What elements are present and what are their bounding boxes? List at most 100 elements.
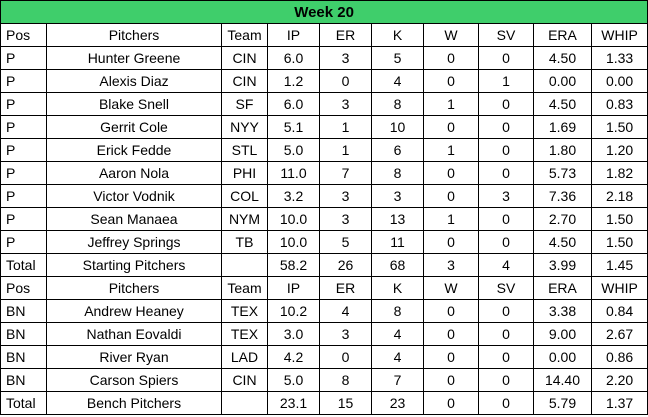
header-pos: Pos <box>0 23 47 47</box>
cell-k: 3 <box>371 184 424 208</box>
table-row: P Victor Vodnik COL 3.2 3 3 0 3 7.36 2.18 <box>0 184 648 208</box>
cell-k: 5 <box>371 46 424 70</box>
header-er: ER <box>319 276 372 300</box>
cell-w: 1 <box>423 207 479 231</box>
cell-k: 7 <box>371 368 424 392</box>
cell-k: 8 <box>371 161 424 185</box>
total-k: 23 <box>371 391 424 415</box>
table-row: BN Nathan Eovaldi TEX 3.0 3 4 0 0 9.00 2.67 <box>0 322 648 346</box>
total-pitcher: Starting Pitchers <box>46 253 222 277</box>
cell-er: 8 <box>319 368 372 392</box>
header-era: ERA <box>533 23 592 47</box>
cell-team: LAD <box>221 345 268 369</box>
cell-whip: 1.50 <box>590 207 648 231</box>
cell-pos: BN <box>0 322 47 346</box>
cell-sv: 0 <box>478 207 534 231</box>
cell-ip: 4.2 <box>267 345 320 369</box>
cell-w: 0 <box>423 299 479 323</box>
cell-era: 5.73 <box>533 161 592 185</box>
total-era: 3.99 <box>533 253 592 277</box>
cell-w: 0 <box>423 230 479 254</box>
cell-era: 0.00 <box>533 69 592 93</box>
cell-pitcher: Nathan Eovaldi <box>46 322 222 346</box>
cell-w: 0 <box>423 368 479 392</box>
cell-team: TEX <box>221 299 268 323</box>
total-ip: 58.2 <box>267 253 320 277</box>
header-ip: IP <box>267 276 320 300</box>
cell-pitcher: Gerrit Cole <box>46 115 222 139</box>
header-team: Team <box>221 276 268 300</box>
cell-k: 4 <box>371 345 424 369</box>
cell-team: CIN <box>221 69 268 93</box>
cell-pitcher: Victor Vodnik <box>46 184 222 208</box>
cell-er: 1 <box>319 115 372 139</box>
cell-er: 3 <box>319 322 372 346</box>
total-whip: 1.45 <box>590 253 648 277</box>
cell-er: 4 <box>319 299 372 323</box>
cell-sv: 0 <box>478 230 534 254</box>
table-row: P Sean Manaea NYM 10.0 3 13 1 0 2.70 1.50 <box>0 207 648 231</box>
cell-pitcher: Andrew Heaney <box>46 299 222 323</box>
cell-k: 4 <box>371 69 424 93</box>
total-team <box>221 253 268 277</box>
header-pitcher: Pitchers <box>46 23 222 47</box>
cell-sv: 0 <box>478 115 534 139</box>
cell-team: COL <box>221 184 268 208</box>
cell-pitcher: Erick Fedde <box>46 138 222 162</box>
cell-whip: 0.00 <box>590 69 648 93</box>
header-whip: WHIP <box>590 276 648 300</box>
cell-sv: 0 <box>478 322 534 346</box>
header-er: ER <box>319 23 372 47</box>
cell-ip: 10.0 <box>267 207 320 231</box>
cell-pos: P <box>0 138 47 162</box>
cell-team: NYY <box>221 115 268 139</box>
cell-er: 1 <box>319 138 372 162</box>
total-w: 0 <box>423 391 479 415</box>
cell-pos: P <box>0 207 47 231</box>
cell-whip: 1.33 <box>590 46 648 70</box>
header-pos: Pos <box>0 276 47 300</box>
cell-k: 4 <box>371 322 424 346</box>
cell-w: 0 <box>423 322 479 346</box>
cell-k: 13 <box>371 207 424 231</box>
cell-w: 0 <box>423 115 479 139</box>
cell-whip: 2.18 <box>590 184 648 208</box>
cell-whip: 2.67 <box>590 322 648 346</box>
cell-team: NYM <box>221 207 268 231</box>
cell-pitcher: Sean Manaea <box>46 207 222 231</box>
cell-sv: 0 <box>478 368 534 392</box>
cell-whip: 1.20 <box>590 138 648 162</box>
cell-w: 0 <box>423 46 479 70</box>
cell-w: 1 <box>423 138 479 162</box>
cell-ip: 11.0 <box>267 161 320 185</box>
cell-era: 2.70 <box>533 207 592 231</box>
cell-pos: P <box>0 46 47 70</box>
cell-era: 9.00 <box>533 322 592 346</box>
cell-ip: 10.0 <box>267 230 320 254</box>
cell-pitcher: Hunter Greene <box>46 46 222 70</box>
total-pos: Total <box>0 391 47 415</box>
table-row: P Jeffrey Springs TB 10.0 5 11 0 0 4.50 1.50 <box>0 230 648 254</box>
cell-ip: 3.0 <box>267 322 320 346</box>
cell-w: 0 <box>423 69 479 93</box>
cell-k: 8 <box>371 299 424 323</box>
total-sv: 4 <box>478 253 534 277</box>
week-title: Week 20 <box>0 0 648 24</box>
total-sv: 0 <box>478 391 534 415</box>
cell-pos: P <box>0 115 47 139</box>
cell-w: 0 <box>423 345 479 369</box>
header-whip: WHIP <box>590 23 648 47</box>
cell-whip: 0.84 <box>590 299 648 323</box>
total-whip: 1.37 <box>590 391 648 415</box>
cell-sv: 0 <box>478 92 534 116</box>
cell-er: 0 <box>319 345 372 369</box>
cell-k: 6 <box>371 138 424 162</box>
total-team <box>221 391 268 415</box>
cell-team: TEX <box>221 322 268 346</box>
table-row: P Alexis Diaz CIN 1.2 0 4 0 1 0.00 0.00 <box>0 69 648 93</box>
cell-team: SF <box>221 92 268 116</box>
header-w: W <box>423 23 479 47</box>
cell-era: 1.80 <box>533 138 592 162</box>
header-pitcher: Pitchers <box>46 276 222 300</box>
cell-whip: 1.50 <box>590 230 648 254</box>
